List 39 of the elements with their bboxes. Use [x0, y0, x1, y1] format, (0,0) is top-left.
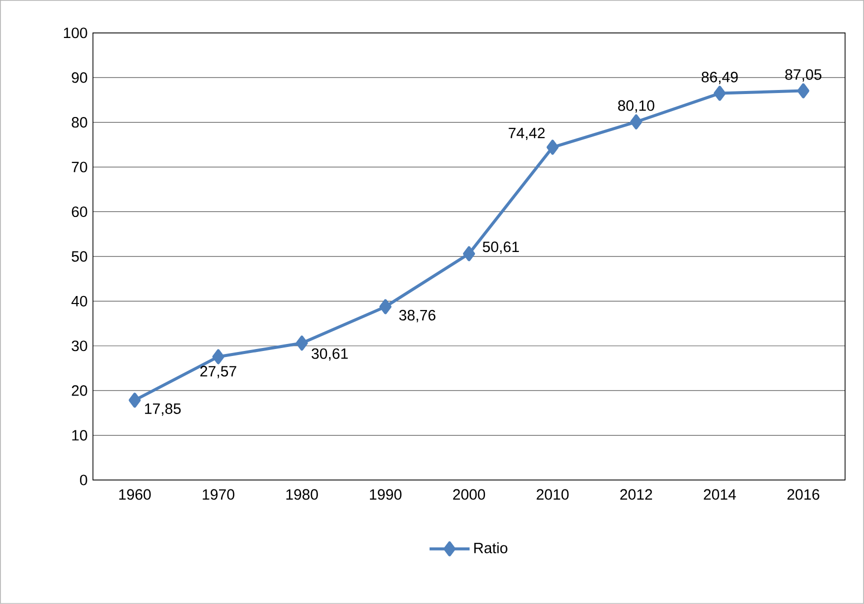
data-label: 50,61: [482, 242, 519, 254]
data-label: 87,05: [785, 69, 822, 82]
y-tick-label: 40: [71, 296, 88, 306]
data-label: 30,61: [312, 348, 348, 361]
point: [296, 336, 308, 351]
data-label: 74,42: [508, 128, 545, 140]
x-tick-label: 1960: [119, 489, 151, 500]
x-tick-label: 2014: [704, 489, 736, 500]
data-label: 86,49: [702, 72, 738, 84]
y-tick-label: 60: [72, 206, 88, 218]
y-tick-label: 70: [72, 162, 88, 172]
point: [463, 246, 476, 262]
data-label: 80,10: [618, 100, 654, 113]
x-tick-label: 1990: [370, 489, 402, 500]
point: [630, 114, 642, 130]
point: [128, 392, 141, 408]
y-tick-label: 10: [72, 430, 88, 441]
y-tick-label: 20: [72, 385, 88, 396]
data-label: 17,85: [145, 403, 181, 416]
y-tick-label: 0: [80, 474, 88, 486]
point: [379, 299, 392, 314]
x-tick-label: 2010: [536, 489, 569, 500]
y-tick-label: 30: [72, 340, 88, 352]
x-tick-label: 2012: [620, 489, 652, 500]
x-tick-label: 2000: [453, 489, 486, 500]
x-tick-label: 1970: [202, 489, 234, 500]
point: [546, 140, 559, 155]
y-tick-label: 90: [72, 72, 88, 83]
x-tick-label: 2016: [787, 489, 820, 500]
data-label: 38,76: [399, 310, 436, 322]
x-tick-label: 1980: [286, 489, 318, 500]
y-tick-label: 50: [72, 251, 88, 262]
y-tick-label: 100: [64, 28, 88, 38]
point: [797, 83, 810, 98]
point: [212, 349, 224, 364]
data-label: 27,57: [200, 366, 236, 378]
point: [714, 86, 726, 101]
y-tick-label: 80: [72, 117, 88, 128]
legend-label: Ratio: [474, 542, 508, 554]
